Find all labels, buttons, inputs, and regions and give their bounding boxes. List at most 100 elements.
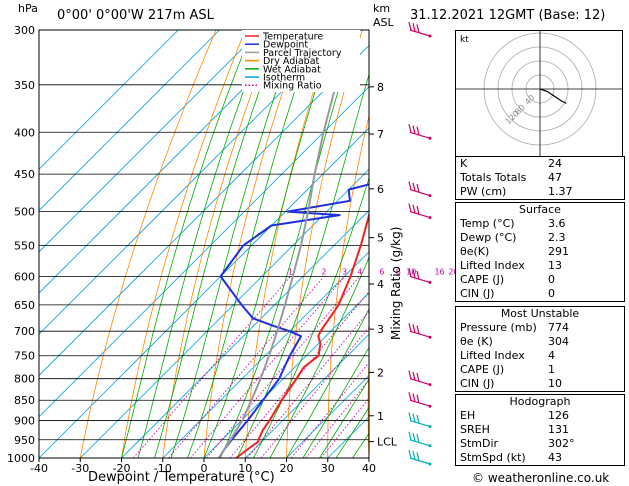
most-unstable-row: Lifted Index 4 [456, 349, 624, 363]
most-unstable-rows: Pressure (mb) 774 θe (K) 304 Lifted Index 4 CA… [456, 321, 624, 391]
wind-barb [408, 431, 432, 448]
wind-barb-staff [409, 189, 431, 197]
most-unstable-row: CAPE (J) 1 [456, 363, 624, 377]
mixing-ratio-line [206, 276, 361, 458]
height-tick-label: 4 [377, 278, 384, 291]
surface-label: CAPE (J) [460, 273, 505, 286]
wet-adiabat-line [220, 30, 358, 458]
temperature-trace [235, 211, 369, 458]
wet-adiabat-line [319, 378, 369, 458]
mixing-ratio-line [305, 379, 369, 458]
temperature-tick-label: 0 [201, 462, 208, 475]
hodograph-stat-label: StmSpd (kt) [460, 451, 526, 464]
legend-item-label: Isotherm [263, 73, 305, 84]
parcel-trajectory-trace [218, 30, 357, 458]
wind-barb-flag [412, 182, 416, 192]
wind-barb-dot [428, 462, 432, 466]
wet-adiabat-line [253, 176, 369, 458]
index-label: K [460, 157, 468, 170]
hodograph-stat-label: SREH [460, 423, 490, 436]
wind-barb-staff [409, 275, 431, 283]
most-unstable-label: θe (K) [460, 335, 493, 348]
legend-background [242, 30, 360, 92]
hodograph-title: Hodograph [509, 395, 571, 408]
wind-barb-flag [416, 372, 420, 382]
height-tick-label: 1 [377, 410, 384, 423]
mixing-ratio-label: 3 [342, 267, 347, 276]
legend-item-label: Mixing Ratio [263, 81, 322, 92]
wind-barb-flag [408, 203, 412, 213]
wind-barb-flag [412, 204, 416, 214]
hodograph-ring-label: 40 [523, 93, 537, 107]
wind-barb-flag [408, 431, 412, 441]
mixing-ratio-label: 10 [406, 267, 416, 276]
temperature-tick-label: -10 [154, 462, 172, 475]
pressure-tick-label: 500 [14, 206, 35, 219]
hodograph-panel: Hodograph EH 126 SREH 131 StmDir 302° StmSpd (… [455, 394, 625, 466]
hodograph-unit-label: kt [460, 35, 469, 45]
most-unstable-value: 4 [548, 349, 555, 362]
wind-barb-staff [409, 330, 431, 338]
mixing-ratio-label: 6 [379, 267, 384, 276]
legend-item-label: Dewpoint [263, 40, 308, 51]
legend-item-label: Parcel Trajectory [263, 48, 342, 59]
wind-barb [408, 124, 432, 140]
most-unstable-label: Lifted Index [460, 349, 525, 362]
hodograph-stat-value: 43 [548, 451, 562, 464]
height-tick-label: 2 [377, 366, 384, 379]
surface-row: Dewp (°C) 2.3 [456, 231, 624, 245]
hodograph-stat-row: SREH 131 [456, 423, 624, 437]
wind-barb-flag [416, 452, 420, 461]
wind-barb-staff [409, 29, 431, 37]
mixing-ratio-line [290, 361, 369, 458]
km-unit-label: km [373, 2, 391, 15]
wind-barb-staff [409, 439, 431, 447]
mixing-ratio-label: 1 [288, 267, 293, 276]
wind-barb-staff [409, 457, 431, 465]
indices-rows: K 24 Totals Totals 47 PW (cm) 1.37 [456, 157, 624, 199]
pressure-tick-label: 550 [14, 239, 35, 252]
hodograph-stat-label: StmDir [460, 437, 499, 450]
most-unstable-row: Pressure (mb) 774 [456, 321, 624, 335]
mixing-ratio-label: 4 [357, 267, 362, 276]
index-value: 47 [548, 171, 562, 184]
hodograph-stat-label: EH [460, 409, 476, 422]
wind-barb [408, 370, 432, 387]
most-unstable-title: Most Unstable [500, 307, 580, 320]
wind-barb [408, 412, 432, 429]
wind-barb-flag [408, 449, 412, 459]
wind-barb-flag [412, 393, 416, 402]
wind-barb-flag [412, 324, 416, 333]
wind-barb-dot [428, 280, 432, 284]
index-value: 1.37 [548, 185, 573, 198]
isotherm-line [80, 168, 369, 458]
pressure-tick-label: 1000 [7, 452, 35, 465]
most-unstable-value: 1 [548, 363, 555, 376]
dry-adiabat-line [162, 30, 275, 458]
hodograph-rows: EH 126 SREH 131 StmDir 302° StmSpd (kt) 43 [456, 409, 624, 465]
wind-barb-staff [409, 399, 431, 407]
wind-barb-flag [416, 434, 420, 443]
wind-barb-flag [416, 183, 420, 193]
isotherm-line [203, 292, 369, 458]
datetime-title: 31.12.2021 12GMT (Base: 12) [410, 8, 606, 23]
pressure-tick-label: 900 [14, 415, 35, 428]
surface-rows: Temp (°C) 3.6 Dewp (°C) 2.3 θe(K) 291 Lifted I… [456, 217, 624, 301]
legend-item-label: Temperature [262, 32, 323, 43]
mixing-ratio-line [247, 310, 369, 458]
wind-barb-flag [416, 325, 420, 335]
wind-barb-flag [408, 124, 412, 133]
wind-barb [408, 181, 432, 198]
index-value: 24 [548, 157, 562, 170]
pressure-tick-label: 300 [14, 24, 35, 37]
surface-value: 2.3 [548, 231, 566, 244]
isotherm-line [39, 30, 262, 253]
surface-row: Temp (°C) 3.6 [456, 217, 624, 231]
wet-adiabat-line [335, 406, 369, 458]
most-unstable-label: CIN (J) [460, 377, 495, 390]
dewpoint-trace [218, 183, 369, 458]
index-row: PW (cm) 1.37 [456, 185, 624, 199]
indices-panel: K 24 Totals Totals 47 PW (cm) 1.37 [455, 156, 625, 200]
wind-barb [408, 21, 432, 38]
